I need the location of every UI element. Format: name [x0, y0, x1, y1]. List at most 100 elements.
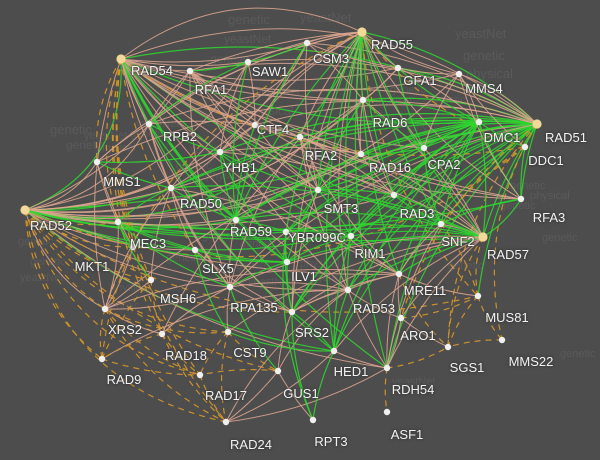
graph-node-hed1[interactable]: [330, 347, 338, 355]
edge-genetic-green: [478, 121, 526, 148]
edge-genetic-dashed: [161, 333, 227, 423]
graph-node-mms22[interactable]: [498, 336, 506, 344]
edge-genetic-green: [360, 121, 480, 155]
graph-node-rad17[interactable]: [196, 371, 204, 379]
graph-node-cpa2[interactable]: [420, 144, 428, 152]
edge-physical: [24, 161, 98, 211]
graph-node-rad50[interactable]: [167, 184, 175, 192]
graph-node-rad59[interactable]: [232, 216, 240, 224]
graph-node-rad51[interactable]: [532, 119, 542, 129]
graph-node-ctf4[interactable]: [251, 121, 259, 129]
edge-genetic-dashed: [24, 209, 229, 333]
graph-node-mms1[interactable]: [93, 158, 101, 166]
edge-genetic-green: [227, 331, 335, 352]
node-label-mec3: MEC3: [129, 236, 167, 251]
graph-node-asf1[interactable]: [383, 408, 391, 416]
node-label-cpa2: CPA2: [427, 157, 461, 172]
graph-node-ilv1[interactable]: [283, 258, 291, 266]
edge-physical: [148, 31, 363, 125]
edge-genetic-green: [423, 147, 442, 225]
node-label-rad24: RAD24: [230, 437, 272, 452]
edge-physical: [458, 73, 522, 200]
graph-node-rfa3[interactable]: [517, 195, 525, 203]
graph-node-rad3[interactable]: [390, 191, 398, 199]
edge-physical: [306, 42, 364, 101]
node-group[interactable]: [20, 27, 542, 426]
graph-node-rad54[interactable]: [116, 54, 126, 64]
graph-node-mms4[interactable]: [455, 70, 463, 78]
edge-physical: [170, 187, 400, 275]
edge-physical: [104, 246, 134, 310]
node-label-rad6: RAD6: [372, 115, 408, 130]
graph-node-srs2[interactable]: [288, 308, 296, 316]
edge-physical: [219, 146, 362, 155]
graph-node-rad16[interactable]: [357, 150, 365, 158]
graph-node-rpt3[interactable]: [309, 416, 317, 424]
graph-node-gus1[interactable]: [274, 367, 282, 375]
graph-node-rfa2[interactable]: [296, 133, 304, 141]
edge-physical: [24, 209, 231, 288]
edge-physical: [24, 61, 249, 211]
graph-node-rad52[interactable]: [20, 205, 30, 215]
edge-genetic-green: [120, 58, 288, 263]
node-label-rdh54: RDH54: [391, 382, 435, 397]
graph-node-slx5[interactable]: [191, 246, 199, 254]
graph-node-rpa135[interactable]: [226, 283, 234, 291]
graph-node-rad9[interactable]: [98, 355, 106, 363]
edge-physical: [254, 42, 308, 126]
graph-node-csm3[interactable]: [303, 39, 311, 47]
node-label-dmc1: DMC1: [483, 130, 521, 145]
edge-physical: [386, 223, 442, 369]
edge-genetic-green: [232, 61, 249, 221]
graph-node-rad24[interactable]: [222, 418, 230, 426]
graph-node-yhb1[interactable]: [216, 148, 224, 156]
graph-node-rim1[interactable]: [347, 232, 355, 240]
edge-physical: [361, 31, 425, 149]
edge-physical: [225, 350, 335, 423]
graph-node-saw1[interactable]: [244, 58, 252, 66]
graph-node-mus81[interactable]: [474, 292, 482, 300]
graph-node-rad53[interactable]: [344, 286, 352, 294]
graph-node-xrs2[interactable]: [101, 305, 109, 313]
graph-node-gfa1[interactable]: [394, 64, 402, 72]
edge-genetic-green: [346, 235, 352, 291]
graph-node-rpb2[interactable]: [145, 120, 153, 128]
graph-node-mkt1[interactable]: [129, 243, 137, 251]
graph-node-cst9[interactable]: [224, 328, 232, 336]
node-label-mms4: MMS4: [465, 81, 503, 96]
graph-node-mec3[interactable]: [114, 218, 122, 226]
graph-node-snf2[interactable]: [478, 232, 488, 242]
graph-node-dmc1[interactable]: [475, 118, 483, 126]
edge-physical: [189, 70, 319, 191]
edge-genetic-green: [120, 58, 352, 237]
graph-node-rdh54[interactable]: [383, 364, 391, 372]
edge-genetic-dashed: [24, 209, 163, 335]
graph-node-rfa1[interactable]: [186, 67, 194, 75]
graph-node-smt3[interactable]: [314, 186, 322, 194]
edge-genetic-dashed: [101, 246, 134, 360]
node-label-srs2: SRS2: [295, 325, 329, 340]
graph-node-msh6[interactable]: [147, 276, 155, 284]
graph-node-rad6[interactable]: [359, 96, 367, 104]
edge-physical: [120, 58, 399, 81]
graph-node-rad18[interactable]: [158, 330, 166, 338]
edge-genetic-dashed: [400, 295, 479, 319]
graph-node-ddc1[interactable]: [521, 143, 529, 151]
edge-physical: [170, 31, 363, 189]
node-label-ybr099c: YBR099C: [288, 230, 346, 245]
graph-node-rad55[interactable]: [357, 27, 367, 37]
graph-node-ybr099c[interactable]: [282, 228, 290, 236]
edge-genetic-green: [362, 99, 480, 123]
graph-node-mre11[interactable]: [395, 270, 403, 278]
edge-physical: [225, 367, 388, 423]
graph-node-sgs1[interactable]: [444, 343, 452, 351]
edge-genetic-green: [393, 123, 538, 196]
edge-genetic-dashed: [386, 346, 449, 369]
graph-node-rad57[interactable]: [437, 220, 445, 228]
edge-genetic-green: [189, 61, 249, 72]
node-label-rim1: RIM1: [354, 246, 386, 261]
graph-node-aro1[interactable]: [397, 314, 405, 322]
node-label-smt3: SMT3: [323, 201, 359, 216]
